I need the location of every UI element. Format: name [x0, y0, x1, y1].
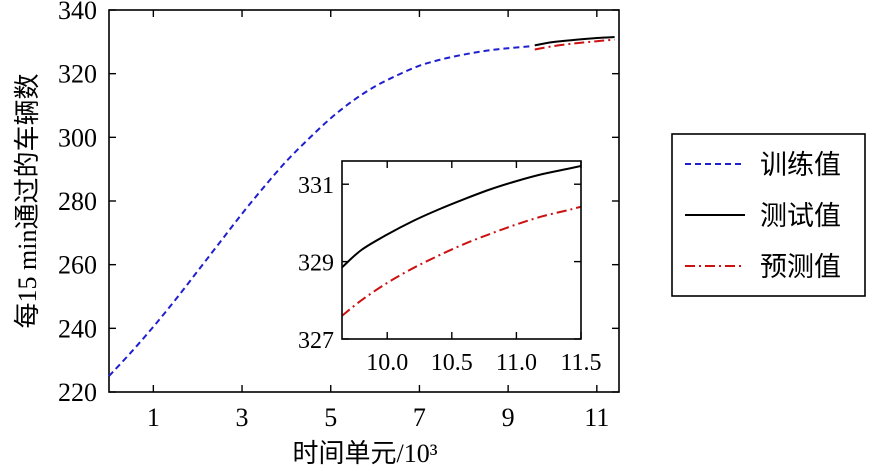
main-y-tick-label: 340 [58, 0, 97, 25]
legend-label-predict: 预测值 [760, 252, 841, 282]
inset-x-tick-label: 10.0 [366, 350, 408, 376]
inset-background [342, 161, 581, 339]
inset-series-line [342, 205, 581, 317]
inset-x-tick-label: 11.0 [496, 350, 537, 376]
inset-y-tick-label: 327 [298, 328, 334, 354]
main-series-line [534, 38, 615, 51]
main-x-tick-label: 11 [584, 403, 609, 432]
inset-y-tick-label: 331 [298, 173, 334, 199]
main-y-tick-label: 220 [58, 378, 97, 407]
main-x-tick-label: 9 [502, 403, 515, 432]
inset-series-line [342, 165, 581, 269]
inset-ticks: 10.0 10.5 11.0 11.5 327 329 331 [298, 161, 602, 376]
legend-label-test: 测试值 [760, 201, 841, 231]
y-axis-label: 每15 min通过的车辆数 [13, 74, 42, 329]
main-series-line [534, 36, 615, 47]
inset-frame [341, 160, 582, 340]
x-axis-label: 时间单元/10³ [292, 439, 437, 468]
inset-y-tick-label: 329 [298, 251, 334, 277]
inset-x-tick-label: 11.5 [560, 350, 601, 376]
main-y-tick-label: 260 [58, 251, 97, 280]
main-series-line [108, 45, 531, 377]
main-series [108, 36, 615, 377]
main-x-tick-label: 5 [324, 403, 337, 432]
legend: 训练值 测试值 预测值 [671, 133, 866, 297]
inset-series [342, 165, 581, 317]
main-y-tick-label: 320 [58, 60, 97, 89]
legend-label-train: 训练值 [760, 150, 841, 180]
main-x-tick-label: 1 [147, 403, 160, 432]
main-x-tick-label: 3 [236, 403, 249, 432]
main-ticks: 1 3 5 7 9 11 220 240 260 280 300 320 340 [58, 0, 619, 432]
main-y-tick-label: 240 [58, 314, 97, 343]
inset-x-tick-label: 10.5 [431, 350, 473, 376]
main-y-tick-label: 300 [58, 123, 97, 152]
main-y-tick-label: 280 [58, 187, 97, 216]
main-x-tick-label: 7 [413, 403, 426, 432]
